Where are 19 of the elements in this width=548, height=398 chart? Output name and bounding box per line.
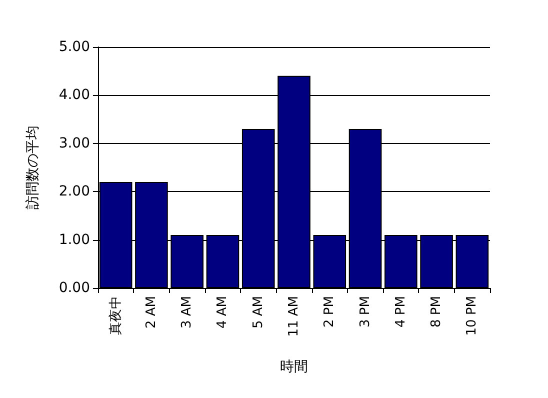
x-tick-label: 10 PM	[464, 296, 480, 336]
y-tick-label: 0.00	[58, 280, 90, 296]
x-tick-label: 11 AM	[286, 296, 302, 337]
y-tick-label: 4.00	[58, 87, 90, 104]
x-tick-label: 真夜中	[107, 296, 124, 335]
x-tick-label: 8 PM	[429, 296, 444, 328]
x-tick-label: 5 AM	[250, 296, 266, 329]
y-tick-label: 5.00	[58, 39, 90, 55]
y-tick-label: 1.00	[58, 232, 90, 248]
y-tick-label: 2.00	[58, 184, 90, 200]
x-tick-label: 4 AM	[215, 296, 230, 329]
x-tick-label: 2 PM	[322, 296, 338, 328]
y-tick-label: 3.00	[58, 135, 90, 152]
x-tick-label: 3 PM	[358, 296, 373, 328]
x-axis-title: 時間	[280, 359, 308, 375]
x-tick-label: 2 AM	[144, 296, 159, 329]
x-tick-label: 4 PM	[393, 296, 408, 328]
x-tick-label: 3 AM	[180, 296, 195, 329]
y-axis-title: 訪問数の平均	[25, 126, 41, 210]
